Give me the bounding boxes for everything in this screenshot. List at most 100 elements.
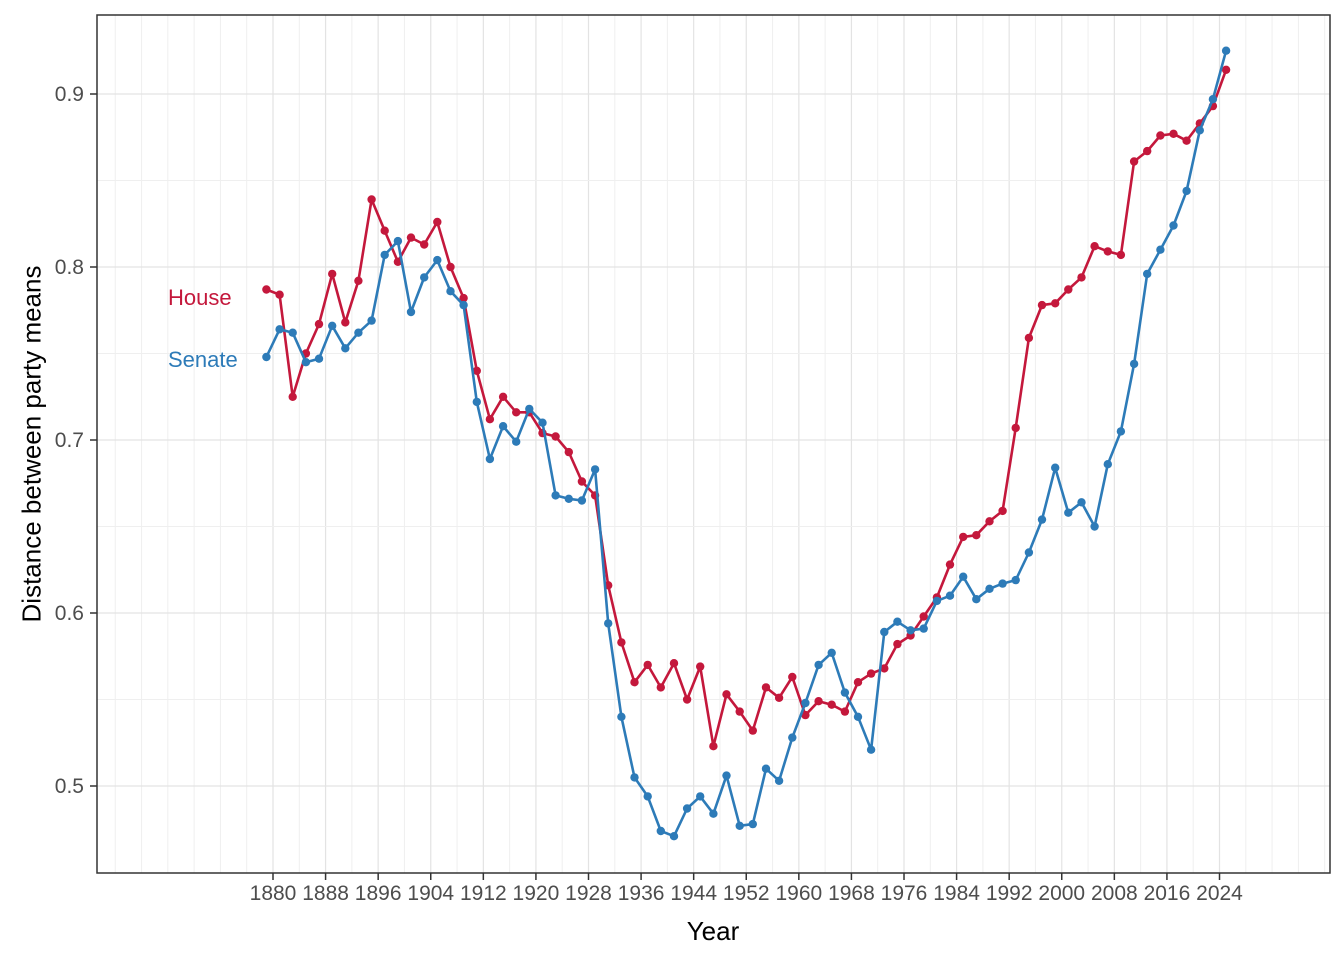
house-point [1011, 423, 1020, 433]
senate-point [459, 300, 468, 310]
house-point [774, 693, 784, 702]
house-point [893, 639, 902, 649]
senate-point [906, 626, 915, 635]
house-point [498, 392, 508, 401]
y-tick-label: 0.8 [55, 256, 84, 279]
house-point [446, 262, 455, 272]
house-point [1116, 250, 1126, 260]
senate-point [341, 344, 350, 353]
senate-point [893, 617, 902, 626]
senate-point [564, 494, 573, 503]
senate-point [774, 776, 784, 785]
senate-point [985, 584, 994, 593]
house-point [788, 672, 797, 682]
senate-point [748, 819, 757, 829]
house-point [433, 217, 442, 227]
senate-point [1169, 221, 1178, 230]
senate-point [630, 773, 639, 782]
senate-point [525, 404, 534, 414]
senate-point [577, 496, 587, 505]
x-tick-label: 2008 [1091, 882, 1138, 905]
y-axis-title: Distance between party means [16, 265, 47, 623]
x-tick-label: 1968 [828, 882, 875, 905]
senate-point [682, 804, 692, 813]
house-point [1129, 157, 1139, 166]
house-point [485, 415, 495, 424]
x-tick-label: 1904 [407, 882, 454, 905]
x-tick-label: 1936 [618, 882, 665, 905]
senate-point [1037, 515, 1047, 524]
senate-point [1156, 245, 1165, 254]
senate-point [590, 465, 600, 474]
senate-point [314, 354, 324, 363]
house-point [1143, 146, 1152, 156]
senate-point [788, 733, 797, 742]
senate-point [498, 422, 508, 431]
senate-point [512, 437, 521, 446]
house-point [380, 226, 389, 235]
house-point [972, 531, 981, 540]
house-point [354, 276, 363, 285]
house-point [1077, 273, 1086, 282]
house-point [827, 700, 836, 709]
senate-point [617, 712, 626, 721]
house-point [1064, 285, 1073, 294]
house-point [696, 662, 705, 671]
senate-point [604, 619, 613, 628]
senate-point [1011, 575, 1020, 585]
house-point [1169, 129, 1178, 138]
house-point [722, 690, 731, 699]
house-point [551, 432, 560, 441]
house-point [643, 660, 652, 670]
house-point [919, 612, 928, 621]
senate-point [1090, 522, 1099, 531]
senate-point [485, 454, 495, 464]
senate-point [1103, 460, 1113, 469]
senate-point [472, 397, 481, 407]
house-point [288, 392, 297, 401]
x-tick-label: 1992 [986, 882, 1033, 905]
house-point [814, 697, 823, 706]
y-tick-label: 0.5 [55, 775, 84, 798]
senate-point [420, 273, 429, 282]
house-point [1156, 131, 1165, 140]
house-point [341, 318, 350, 327]
x-tick-label: 2024 [1196, 882, 1243, 905]
senate-point [1221, 46, 1231, 55]
x-tick-label: 1928 [565, 882, 612, 905]
senate-point [932, 596, 942, 606]
senate-point [643, 792, 652, 801]
house-point [1024, 333, 1034, 343]
house-point [709, 742, 718, 751]
senate-point [380, 250, 389, 260]
senate-point [827, 648, 836, 657]
house-point [840, 707, 850, 716]
house-point [748, 726, 757, 735]
senate-point [406, 307, 416, 317]
senate-point [1116, 427, 1126, 436]
house-point [367, 195, 376, 204]
senate-point [853, 712, 863, 721]
x-tick-label: 1960 [775, 882, 822, 905]
house-point [617, 638, 626, 647]
senate-point [656, 826, 665, 836]
panel-border [96, 14, 1331, 874]
senate-point [696, 792, 705, 801]
senate-point [1195, 126, 1205, 135]
house-point [998, 506, 1007, 516]
house-point [564, 447, 573, 457]
senate-point [814, 660, 823, 670]
house-point [1103, 247, 1113, 256]
x-tick-label: 1920 [513, 882, 560, 905]
house-point [801, 710, 810, 720]
house-point [406, 233, 416, 242]
house-point [1221, 65, 1231, 75]
house-point [275, 290, 284, 299]
house-point [656, 683, 665, 692]
house-point [866, 669, 876, 678]
senate-point [880, 627, 889, 637]
senate-point [328, 321, 337, 330]
senate-point [1077, 498, 1086, 507]
x-tick-label: 1888 [302, 882, 349, 905]
